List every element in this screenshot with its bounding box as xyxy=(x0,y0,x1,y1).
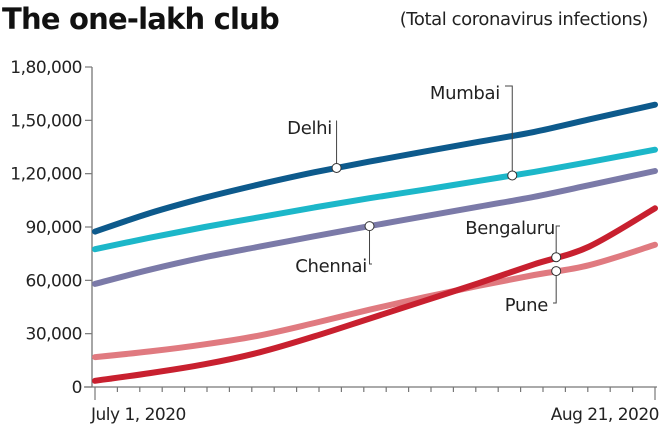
callout-bengaluru: Bengaluru xyxy=(465,218,562,263)
series-line-mumbai xyxy=(92,146,658,253)
series-marker xyxy=(551,252,562,263)
chart-title: The one-lakh club xyxy=(2,2,280,36)
series-marker xyxy=(551,266,562,277)
series-label-mumbai: Mumbai xyxy=(430,83,500,104)
callout-chennai: Chennai xyxy=(295,221,375,277)
y-tick-label: 1,80,000 xyxy=(10,58,82,78)
leader-line xyxy=(555,225,560,258)
series-marker xyxy=(507,170,518,181)
x-end-label: Aug 21, 2020 xyxy=(551,405,659,425)
series-lines xyxy=(92,101,658,384)
series-label-pune: Pune xyxy=(505,295,548,316)
series-marker xyxy=(331,162,342,173)
series-label-chennai: Chennai xyxy=(295,256,367,277)
callout-delhi: Delhi xyxy=(287,118,342,173)
series-marker xyxy=(364,221,375,232)
y-tick-label: 60,000 xyxy=(26,271,82,291)
leader-line xyxy=(553,271,557,304)
series-label-bengaluru: Bengaluru xyxy=(465,218,555,239)
chart-subtitle: (Total coronavirus infections) xyxy=(399,9,649,30)
leader-line xyxy=(505,85,513,176)
y-tick-label: 30,000 xyxy=(26,325,82,345)
y-tick-label: 90,000 xyxy=(26,218,82,238)
callout-pune: Pune xyxy=(505,266,562,316)
axes: 0 30,000 60,000 90,000 1,20,000 1,50,000 1,80,… xyxy=(10,58,659,425)
series-labels: Delhi Mumbai Chennai Bengaluru Pune xyxy=(287,83,562,316)
series-line-delhi xyxy=(92,101,658,235)
leader-line xyxy=(369,226,372,265)
y-tick-label: 1,20,000 xyxy=(10,165,82,185)
callout-mumbai: Mumbai xyxy=(430,83,518,181)
x-start-label: July 1, 2020 xyxy=(90,405,186,425)
y-tick-label: 0 xyxy=(72,378,82,398)
y-tick-label: 1,50,000 xyxy=(10,111,82,131)
series-label-delhi: Delhi xyxy=(287,118,332,139)
